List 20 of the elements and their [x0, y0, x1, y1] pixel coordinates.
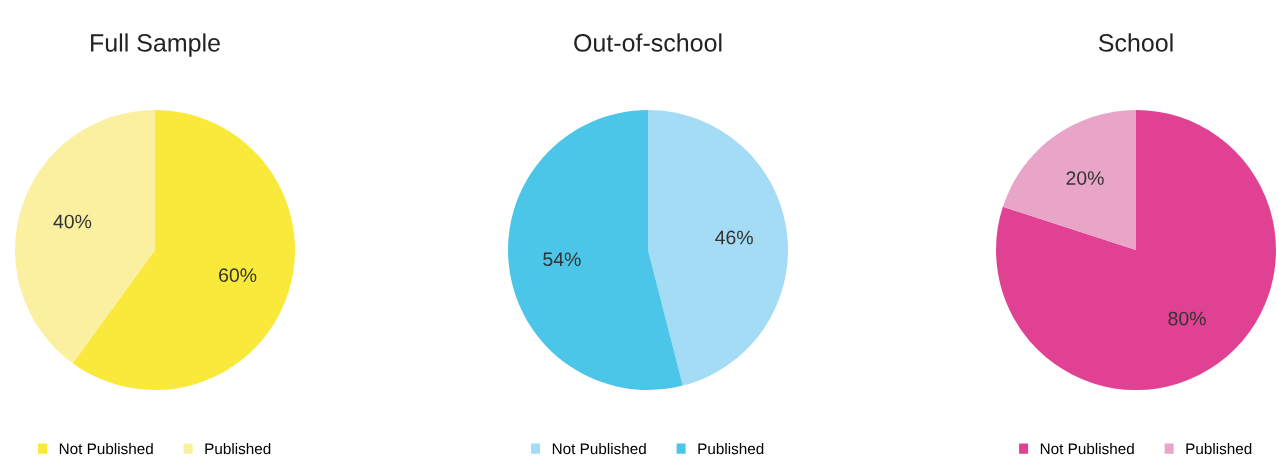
data-label: 60%: [219, 268, 257, 283]
chart-title: School: [1098, 33, 1173, 52]
data-label: 40%: [53, 214, 92, 229]
chart-title: Out-of-school: [574, 33, 722, 52]
pie-slice: [15, 110, 155, 364]
chart-title: Full Sample: [91, 33, 220, 57]
legend-label: Published: [205, 442, 271, 455]
legend-label: Not Published: [552, 442, 646, 455]
legend-label: Published: [1186, 442, 1252, 455]
pie-slice: [996, 110, 1276, 390]
pie-slice: [1002, 110, 1136, 250]
pie-slice: [648, 110, 788, 386]
pie-slice: [508, 110, 683, 390]
data-label: 80%: [1168, 311, 1206, 326]
legend-label: Published: [698, 442, 764, 455]
legend-label: Not Published: [1040, 442, 1134, 455]
data-label: 46%: [715, 230, 753, 245]
data-label: 20%: [1066, 171, 1104, 185]
data-label: 54%: [543, 252, 581, 267]
legend-label: Not Published: [59, 442, 153, 455]
